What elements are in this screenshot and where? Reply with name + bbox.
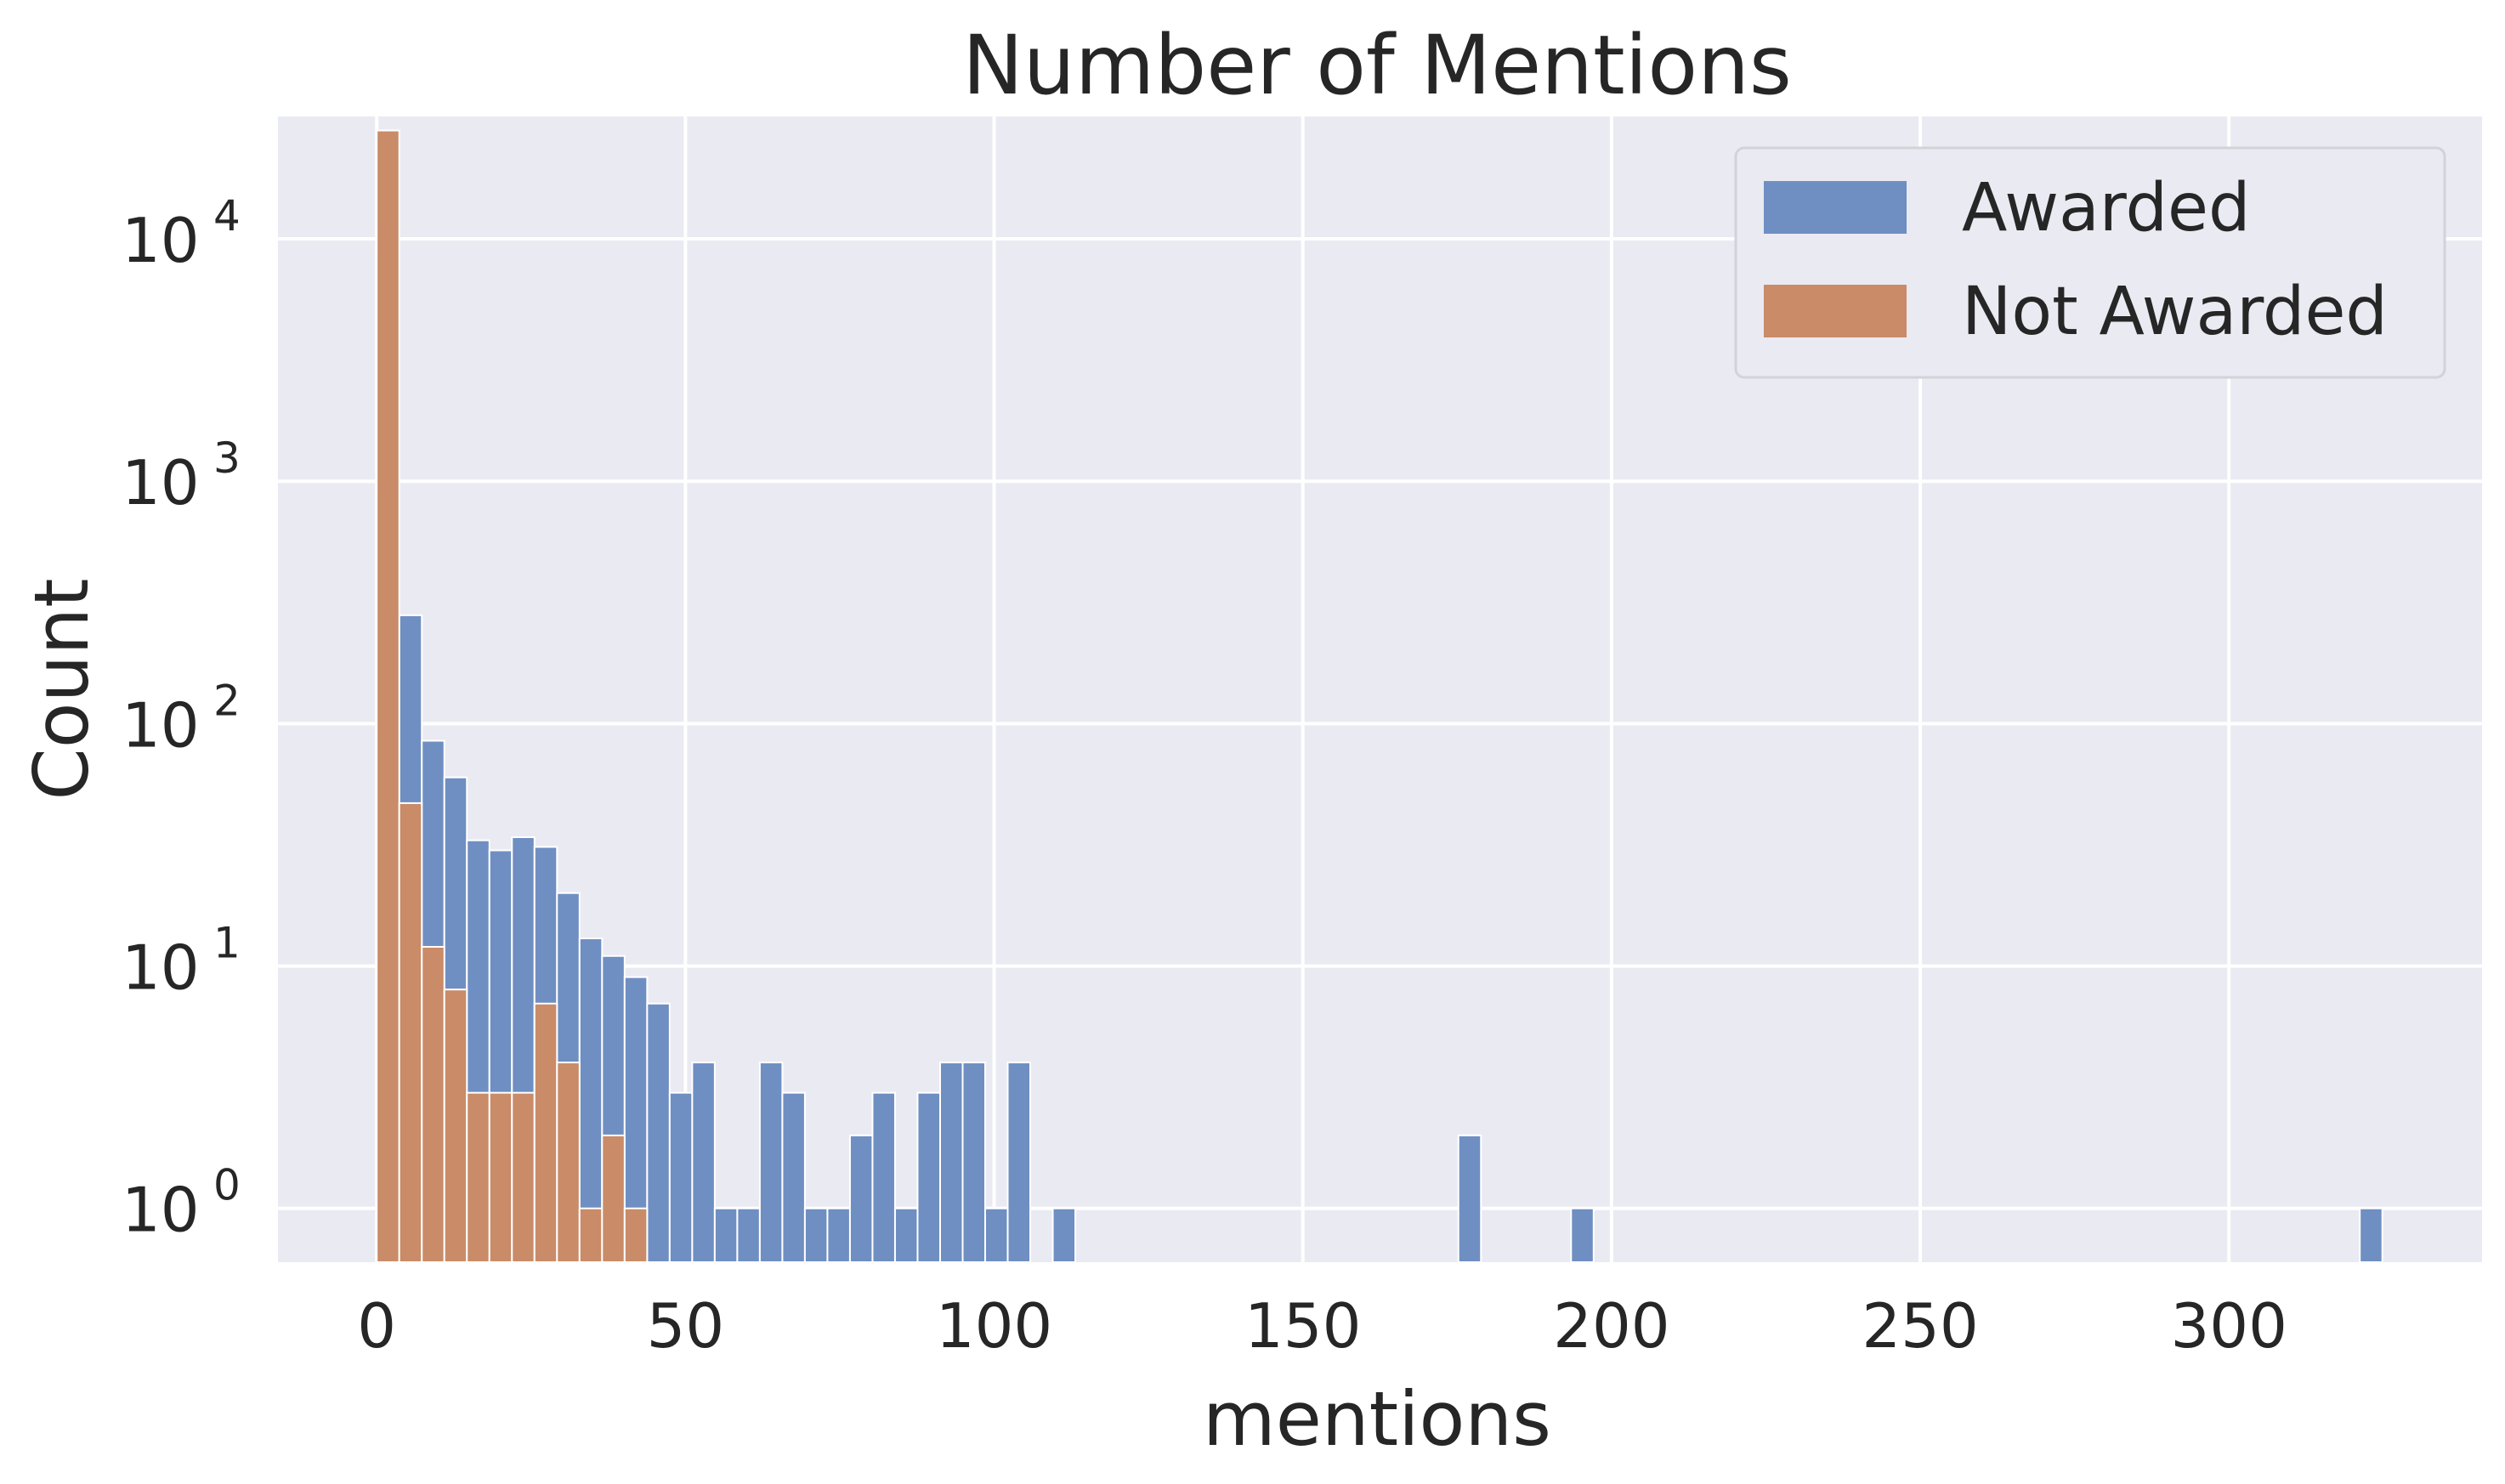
bar-awarded [1457,1134,1482,1264]
bar-awarded [848,1134,874,1264]
x-tick-label: 200 [1553,1290,1669,1362]
x-tick-label: 0 [357,1290,396,1362]
bar-not-awarded [533,1002,558,1264]
y-tick-exponent: 0 [213,1161,241,1210]
bar-not-awarded [578,1207,604,1264]
y-tick-label: 10 [122,689,200,761]
y-tick-exponent: 4 [213,191,241,241]
bar-awarded [736,1207,761,1264]
x-tick-label: 50 [647,1290,725,1362]
bar-not-awarded [601,1134,626,1264]
legend-label-awarded: Awarded [1962,170,2251,246]
bar-not-awarded [376,129,400,1263]
y-axis-label: Count [18,578,105,800]
legend-box [1734,146,2446,379]
bar-awarded [938,1062,964,1264]
bar-awarded [668,1091,694,1263]
bar-awarded [893,1207,919,1264]
legend-label-not-awarded: Not Awarded [1962,274,2388,350]
bar-not-awarded [421,945,445,1263]
legend: Awarded Not Awarded [1734,146,2446,379]
bar-awarded [916,1091,941,1263]
bar-awarded [984,1207,1009,1264]
bar-awarded [2359,1207,2383,1264]
bar-awarded [826,1207,851,1264]
bar-not-awarded [398,801,423,1263]
bar-awarded [1570,1207,1595,1264]
x-tick-label: 250 [1862,1290,1978,1362]
bar-awarded [781,1091,806,1263]
bar-awarded [1006,1062,1032,1264]
bar-not-awarded [556,1062,581,1264]
legend-swatch-not-awarded [1764,285,1907,337]
bar-awarded [691,1062,716,1264]
y-tick-label: 10 [122,932,200,1004]
legend-swatch-awarded [1764,181,1907,234]
y-tick-label: 10 [122,447,200,518]
bar-awarded [758,1062,784,1264]
bars [376,129,2383,1264]
y-tick-labels: 10 0 10 1 10 2 10 3 10 4 [122,191,241,1246]
bar-awarded [803,1207,829,1264]
x-tick-label: 300 [2170,1290,2287,1362]
bar-not-awarded [623,1207,649,1264]
bar-awarded [646,1002,671,1264]
bar-not-awarded [511,1091,536,1263]
x-tick-label: 150 [1244,1290,1361,1362]
bar-awarded [961,1062,987,1264]
bar-not-awarded [443,988,468,1263]
y-tick-label: 10 [122,205,200,276]
x-tick-labels: 0 50 100 150 200 250 300 [357,1290,2287,1362]
chart-title: Number of Mentions [962,18,1792,113]
x-tick-label: 100 [936,1290,1052,1362]
y-tick-exponent: 1 [213,919,241,968]
y-tick-exponent: 3 [213,433,241,483]
y-tick-label: 10 [122,1175,200,1246]
bar-awarded [1051,1207,1077,1264]
bar-awarded [871,1091,896,1263]
bar-awarded [713,1207,739,1264]
bar-not-awarded [488,1091,513,1263]
bar-not-awarded [466,1091,490,1263]
y-tick-exponent: 2 [213,676,241,725]
x-axis-label: mentions [1203,1375,1551,1463]
